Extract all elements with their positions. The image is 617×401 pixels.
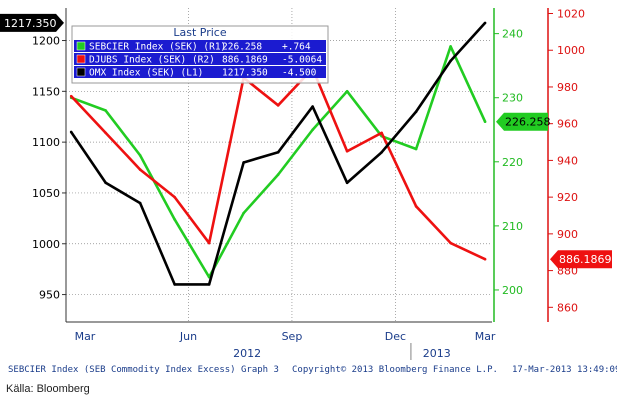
left-tick-label-4: 1150: [32, 85, 60, 98]
last-tag-sebcier-label: 226.258: [505, 116, 551, 129]
legend-name-0: SEBCIER Index (SEK) (R1): [89, 42, 226, 53]
series-1-point-10: [414, 205, 418, 208]
legend-name-1: DJUBS Index (SEK) (R2): [89, 55, 215, 66]
footer: SEBCIER Index (SEB Commodity Index Exces…: [8, 365, 617, 375]
source-note: Källa: Bloomberg: [6, 383, 90, 395]
x-tick-label-2: Sep: [282, 330, 303, 343]
series-0-point-7: [311, 128, 314, 132]
x-tick-label-0: Mar: [75, 330, 96, 343]
legend-last-0: 226.258: [222, 42, 262, 53]
legend-change-0: +.764: [282, 42, 311, 53]
series-1-point-8: [345, 149, 349, 153]
series-1-point-3: [173, 195, 176, 199]
series-2-point-2: [138, 201, 142, 205]
series-1-point-12: [483, 257, 487, 261]
series-2-point-9: [380, 150, 383, 154]
x-tick-label-1: Jun: [179, 330, 197, 343]
series-0-point-12: [483, 120, 487, 123]
series-0-point-5: [242, 211, 245, 215]
left-tick-label-0: 950: [39, 289, 60, 302]
series-0-point-6: [276, 173, 280, 176]
series-0-point-10: [414, 147, 418, 151]
right1-tick-label-3: 230: [502, 92, 523, 105]
series-2-point-10: [414, 110, 418, 113]
series-0-point-2: [138, 154, 142, 157]
x-tick-label-4: Mar: [475, 330, 496, 343]
right1-tick-label-1: 210: [502, 220, 523, 233]
legend-swatch-0: [76, 41, 86, 51]
last-tag-djubs: [550, 250, 612, 269]
series-2-point-0: [69, 130, 73, 134]
series-0-point-1: [104, 109, 107, 112]
right2-tick-label-5: 960: [557, 118, 578, 131]
series-1-point-1: [104, 131, 107, 135]
series-1-point-2: [138, 168, 142, 171]
right1-tick-label-4: 240: [502, 28, 523, 41]
series-1-point-6: [276, 104, 280, 107]
right1-tick-label-0: 200: [502, 284, 523, 297]
last-tag-djubs-label: 886.1869: [559, 253, 612, 266]
right2-tick-label-6: 980: [557, 81, 578, 94]
series-2-point-5: [242, 161, 245, 164]
footer-left: SEBCIER Index (SEB Commodity Index Exces…: [8, 365, 279, 375]
series-0-point-3: [173, 218, 176, 221]
legend: Last Price SEBCIER Index (SEK) (R1)226.25…: [71, 25, 329, 84]
x-year-label-1: 2013: [423, 347, 451, 360]
series-1-point-0: [69, 94, 73, 98]
left-tick-label-3: 1100: [32, 136, 60, 149]
last-tag-sebcier: [496, 112, 548, 131]
left-tick-label-2: 1050: [32, 187, 60, 200]
legend-change-1: -5.0064: [282, 55, 322, 66]
legend-row-1: [74, 53, 326, 65]
legend-last-1: 886.1869: [222, 55, 268, 66]
last-price-tags: 1217.350 226.258 886.1869: [0, 13, 612, 269]
series-2-point-12: [483, 21, 487, 25]
series-2-point-6: [276, 150, 280, 154]
legend-name-2: OMX Index (SEK) (L1): [89, 68, 203, 79]
x-year-label-0: 2012: [233, 347, 261, 360]
legend-title: Last Price: [173, 26, 226, 39]
right2-tick-label-0: 860: [557, 301, 578, 314]
right2-tick-label-3: 920: [557, 191, 578, 204]
right2-tick-label-7: 1000: [557, 44, 585, 57]
right1-tick-label-2: 220: [502, 156, 523, 169]
legend-swatch-1: [76, 54, 86, 64]
x-tick-label-3: Dec: [385, 330, 406, 343]
right2-tick-label-4: 940: [557, 154, 578, 167]
last-tag-omx: [0, 13, 64, 32]
left-tick-label-1: 1000: [32, 238, 60, 251]
legend-row-2: [74, 66, 326, 78]
series-2-point-7: [311, 105, 314, 108]
legend-change-2: -4.500: [282, 68, 317, 79]
series-2-point-1: [104, 181, 107, 185]
left-tick-label-5: 1200: [32, 35, 60, 48]
series-2-point-4: [207, 283, 211, 286]
last-tag-omx-label: 1217.350: [4, 17, 57, 30]
right2-tick-label-2: 900: [557, 228, 578, 241]
series-2-point-3: [173, 283, 176, 286]
series-0-point-11: [449, 45, 452, 48]
axes: Mar Jun Sep Dec Mar 2012 2013 950 1000 1050 1100 11…: [32, 8, 585, 360]
footer-right: 17-Mar-2013 13:49:09: [512, 365, 617, 375]
series-2-point-11: [449, 59, 452, 63]
series-0-point-8: [345, 90, 349, 93]
series-1-point-11: [449, 241, 452, 245]
legend-row-0: [74, 40, 326, 52]
footer-center: Copyright© 2013 Bloomberg Finance L.P.: [292, 365, 498, 375]
series-lines: [69, 21, 487, 286]
series-1-point-9: [380, 131, 383, 135]
legend-last-2: 1217.350: [222, 68, 268, 79]
series-1-point-4: [207, 241, 211, 245]
right2-tick-label-8: 1020: [557, 8, 585, 21]
legend-swatch-2: [76, 67, 86, 77]
series-2-point-8: [345, 181, 349, 185]
